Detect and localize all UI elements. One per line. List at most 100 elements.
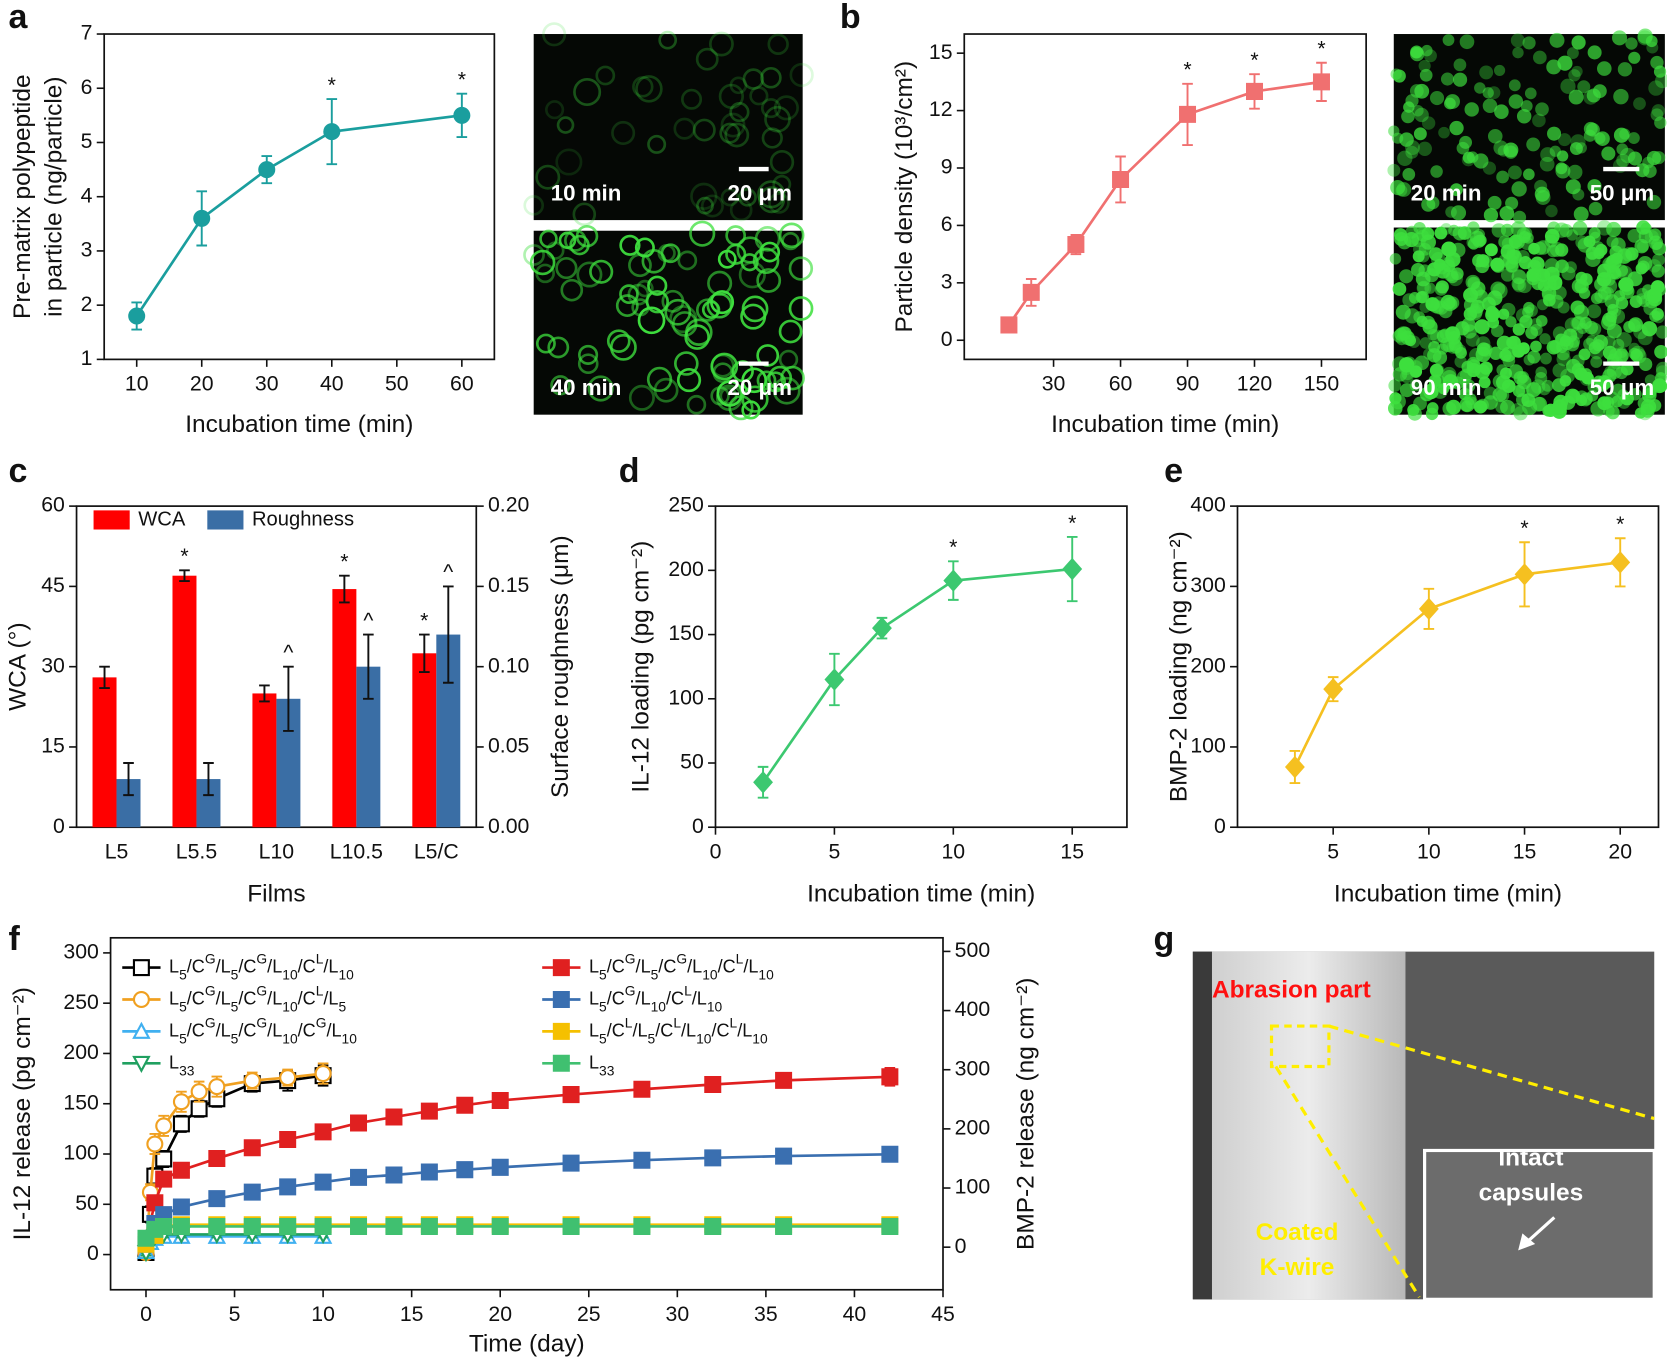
- marker: [243, 1072, 261, 1090]
- cell: [535, 164, 561, 190]
- cell: [725, 243, 747, 265]
- cell: [1434, 282, 1448, 296]
- cell: [700, 194, 724, 218]
- marker: [350, 1114, 368, 1132]
- plot-frame: [714, 505, 1128, 829]
- cell: [1532, 113, 1546, 128]
- cell: [1450, 205, 1467, 221]
- cell: [1532, 396, 1547, 412]
- y-axis-label: WCA (°): [5, 622, 32, 711]
- x-tick-label: 30: [666, 1302, 690, 1326]
- cell: [664, 298, 692, 326]
- significance: *: [949, 535, 957, 559]
- cell: [1419, 68, 1433, 82]
- cell: [1612, 30, 1628, 46]
- cell: [1441, 366, 1457, 382]
- cell: [1403, 101, 1415, 113]
- y-tick-label: 0: [53, 814, 65, 838]
- cell: [1415, 271, 1431, 287]
- x-tick-label: 35: [754, 1302, 778, 1326]
- cell: [1639, 357, 1653, 371]
- cell: [1558, 133, 1572, 147]
- panel-label: b: [840, 0, 861, 36]
- marker: [1323, 677, 1344, 701]
- y-tick-label: 7: [81, 21, 93, 45]
- cell: [1432, 350, 1448, 365]
- cell: [738, 187, 757, 207]
- cell: [1425, 383, 1438, 396]
- cell: [1475, 234, 1487, 247]
- plot-frame: [103, 33, 496, 361]
- cell: [1555, 333, 1568, 346]
- cell: [1586, 335, 1598, 347]
- cell: [637, 306, 666, 335]
- cell: [673, 117, 696, 140]
- cell: [1474, 319, 1490, 335]
- marker: [258, 161, 276, 179]
- cell: [1586, 88, 1601, 103]
- marker: [350, 1217, 368, 1235]
- cell: [1602, 345, 1617, 360]
- cell: [1500, 399, 1515, 415]
- cell: [545, 100, 565, 120]
- marker: [279, 1069, 297, 1087]
- scale-label: 50 μm: [1590, 375, 1655, 400]
- cell: [1539, 333, 1551, 345]
- arrow-head: [1518, 1233, 1536, 1251]
- cell: [772, 376, 801, 405]
- cell: [1508, 79, 1521, 92]
- marker: [385, 1108, 403, 1126]
- cell: [740, 303, 767, 330]
- significance: ^: [283, 641, 293, 665]
- marker: [1514, 563, 1535, 586]
- y-tick-label: 12: [929, 97, 953, 121]
- cell: [539, 229, 558, 249]
- cell: [1442, 401, 1457, 416]
- cell: [1541, 289, 1554, 302]
- cell: [1566, 358, 1581, 374]
- cell: [1641, 321, 1658, 337]
- marker: [881, 1217, 899, 1235]
- cell: [1587, 45, 1602, 60]
- y2-tick-label: 500: [955, 938, 990, 962]
- intact-label: capsules: [1479, 1180, 1584, 1207]
- bar: [252, 693, 277, 828]
- series-line: [1293, 560, 1621, 768]
- marker: [552, 1022, 570, 1040]
- marker: [872, 616, 892, 640]
- cell: [1587, 179, 1602, 194]
- marker: [1022, 283, 1040, 301]
- significance: *: [1250, 48, 1258, 72]
- cell: [1655, 361, 1667, 377]
- cell: [1402, 293, 1417, 308]
- series-line: [761, 567, 1073, 784]
- y2-tick-label: 400: [955, 997, 990, 1021]
- marker: [753, 771, 773, 794]
- zoom-line: [1274, 1065, 1421, 1299]
- cell: [1565, 337, 1580, 352]
- legend-label: L5/CG/L5/CG/L10/CL/L10: [589, 950, 774, 982]
- cell: [547, 336, 570, 359]
- x-tick-label: 0: [710, 839, 722, 863]
- panel-label: f: [9, 920, 21, 958]
- bar: [92, 677, 117, 828]
- bar: [276, 698, 301, 828]
- cell: [724, 122, 750, 148]
- marker: [243, 1139, 261, 1157]
- cell: [758, 186, 786, 214]
- cell: [1498, 235, 1512, 249]
- cell: [1522, 36, 1536, 50]
- intact-label: Intact: [1498, 1144, 1563, 1171]
- panel-label: e: [1164, 452, 1183, 490]
- cell: [1526, 137, 1541, 152]
- cell: [1445, 206, 1457, 218]
- cell: [1587, 304, 1602, 319]
- cell: [1590, 401, 1606, 417]
- marker: [243, 1217, 261, 1235]
- x-axis-label: Incubation time (min): [1334, 881, 1562, 908]
- marker: [172, 1093, 190, 1111]
- x-tick-label: 90: [1176, 372, 1200, 396]
- cell: [1577, 80, 1591, 94]
- y2-tick-label: 0.15: [488, 573, 529, 597]
- error-bar: [259, 684, 270, 703]
